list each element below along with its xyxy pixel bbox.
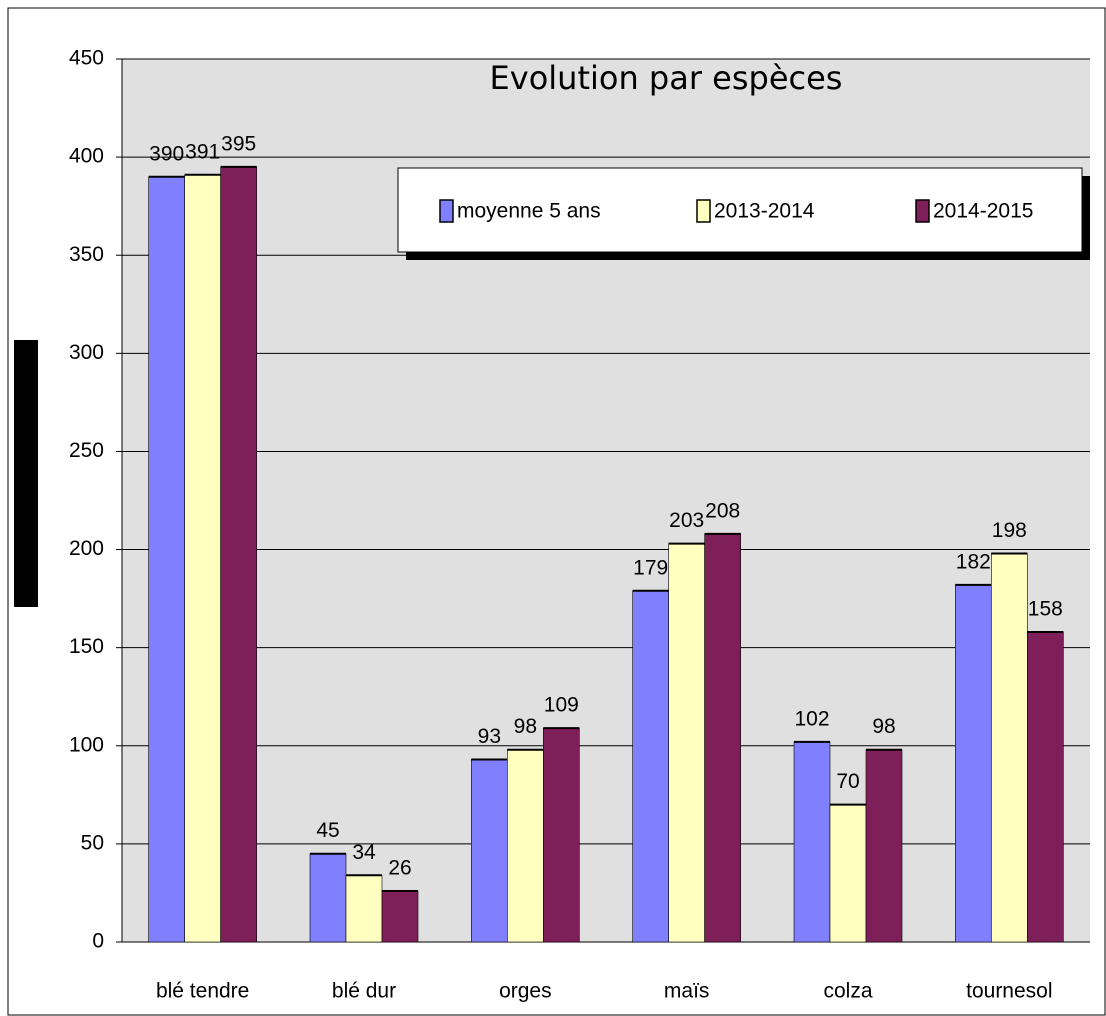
y-tick-label: 0 (92, 930, 104, 953)
bar (184, 174, 221, 943)
bar (793, 741, 831, 943)
bar (471, 759, 508, 943)
y-tick-label: 450 (69, 47, 104, 70)
y-tick-label: 250 (69, 439, 104, 462)
data-label: 70 (836, 770, 859, 793)
bar (148, 176, 185, 943)
data-label: 26 (388, 857, 411, 880)
data-label: 98 (872, 715, 895, 738)
x-tick-label: maïs (664, 980, 710, 1003)
legend-swatch (696, 199, 711, 223)
y-tick-label: 100 (69, 733, 104, 756)
bar (668, 543, 705, 943)
legend-swatch (439, 199, 454, 223)
y-tick-label: 350 (69, 243, 104, 266)
y-tick-label: 400 (69, 145, 104, 168)
data-label: 34 (352, 841, 376, 864)
x-tick-label: orges (499, 980, 552, 1003)
data-label: 182 (956, 550, 991, 573)
data-label: 109 (544, 694, 579, 717)
x-tick-label: colza (823, 980, 872, 1003)
y-tick-label: 50 (81, 831, 104, 854)
data-label: 390 (149, 142, 184, 165)
x-tick-label: blé dur (332, 980, 396, 1003)
chart-title: Evolution par espèces (490, 59, 843, 97)
bar (1027, 631, 1064, 943)
bar (704, 533, 741, 943)
x-tick-label: tournesol (966, 980, 1052, 1003)
axis-label-block (14, 340, 38, 607)
legend-swatch (915, 199, 930, 223)
bar (991, 553, 1028, 943)
legend-label: moyenne 5 ans (457, 200, 601, 223)
bar (220, 166, 257, 943)
bar (309, 853, 347, 943)
bar (632, 590, 669, 943)
bar (955, 584, 992, 943)
data-label: 93 (478, 725, 501, 748)
bar (829, 804, 867, 943)
legend-label: 2013-2014 (714, 200, 815, 223)
data-label: 102 (794, 707, 829, 730)
data-label: 198 (992, 519, 1027, 542)
y-tick-label: 300 (69, 341, 104, 364)
bar (543, 727, 580, 943)
data-label: 391 (185, 140, 220, 163)
bar (507, 749, 544, 943)
data-label: 179 (633, 556, 668, 579)
bar (865, 749, 903, 943)
data-label: 203 (669, 509, 704, 532)
y-tick-label: 200 (69, 537, 104, 560)
data-label: 158 (1028, 598, 1063, 621)
x-tick-label: blé tendre (156, 980, 249, 1003)
data-label: 45 (316, 819, 339, 842)
data-label: 395 (221, 132, 256, 155)
bar (381, 890, 419, 943)
legend-label: 2014-2015 (933, 200, 1033, 223)
data-label: 98 (514, 715, 537, 738)
legend (397, 167, 1083, 253)
y-tick-label: 150 (69, 635, 104, 658)
data-label: 208 (705, 499, 740, 522)
bar (345, 874, 383, 943)
